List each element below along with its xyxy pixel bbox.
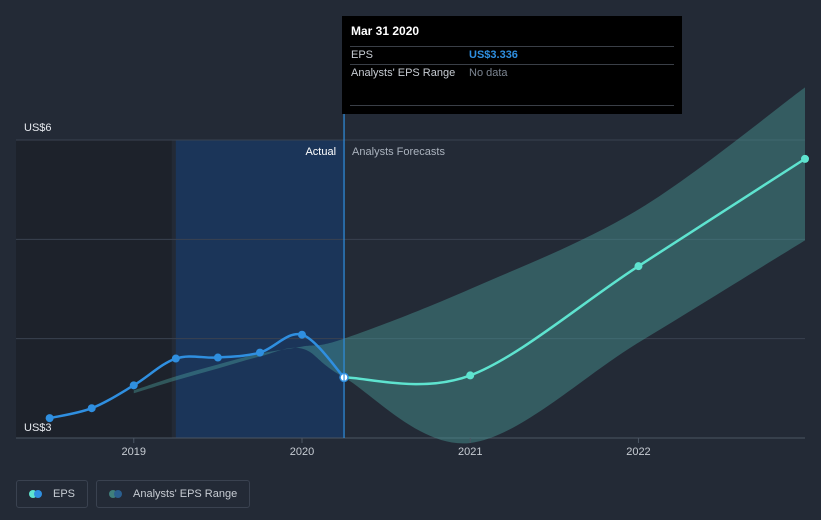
chart-legend: EPS Analysts' EPS Range <box>16 480 251 508</box>
x-tick-label: 2022 <box>626 446 650 458</box>
eps-forecast-point[interactable] <box>801 154 809 163</box>
tooltip-eps-label: EPS <box>351 49 374 61</box>
past-shade-region <box>16 140 172 438</box>
x-tick-label: 2019 <box>122 446 146 458</box>
eps-forecast-point[interactable] <box>634 262 643 271</box>
eps-forecast-point[interactable] <box>466 371 475 380</box>
actual-highlight-region <box>175 140 345 438</box>
forecast-section-label: Analysts Forecasts <box>352 146 445 158</box>
y-axis-label-top: US$6 <box>24 122 52 134</box>
x-tick-label: 2021 <box>458 446 482 458</box>
eps-actual-point[interactable] <box>87 404 96 413</box>
y-axis-label-bottom: US$3 <box>24 422 52 434</box>
eps-actual-point[interactable] <box>213 353 222 362</box>
hover-tooltip: Mar 31 2020 EPS US$3.336 Analysts' EPS R… <box>342 16 682 114</box>
eps-actual-point[interactable] <box>255 348 264 357</box>
legend-item-eps[interactable]: EPS <box>16 480 89 508</box>
eps-forecast-line[interactable] <box>344 157 806 386</box>
tooltip-range-value: No data <box>469 67 508 79</box>
tooltip-row-range: Analysts' EPS Range No data <box>350 64 674 82</box>
eps-actual-point[interactable] <box>297 330 306 339</box>
legend-label-range: Analysts' EPS Range <box>133 488 238 500</box>
range-legend-icon <box>109 490 125 498</box>
tooltip-divider <box>350 105 674 106</box>
eps-actual-point[interactable] <box>129 381 138 390</box>
legend-item-range[interactable]: Analysts' EPS Range <box>96 480 251 508</box>
x-tick-label: 2020 <box>290 446 314 458</box>
eps-actual-point[interactable] <box>45 414 54 423</box>
actual-section-label: Actual <box>305 146 336 158</box>
tooltip-date: Mar 31 2020 <box>351 24 420 38</box>
tooltip-row-eps: EPS US$3.336 <box>350 46 674 64</box>
tooltip-range-label: Analysts' EPS Range <box>351 67 456 79</box>
legend-label-eps: EPS <box>53 488 76 500</box>
x-axis-ticks: 2019 2020 2021 2022 <box>122 438 651 458</box>
tooltip-eps-value: US$3.336 <box>469 49 518 61</box>
eps-actual-point[interactable] <box>171 354 180 363</box>
eps-legend-icon <box>29 490 45 498</box>
eps-points <box>45 154 809 423</box>
